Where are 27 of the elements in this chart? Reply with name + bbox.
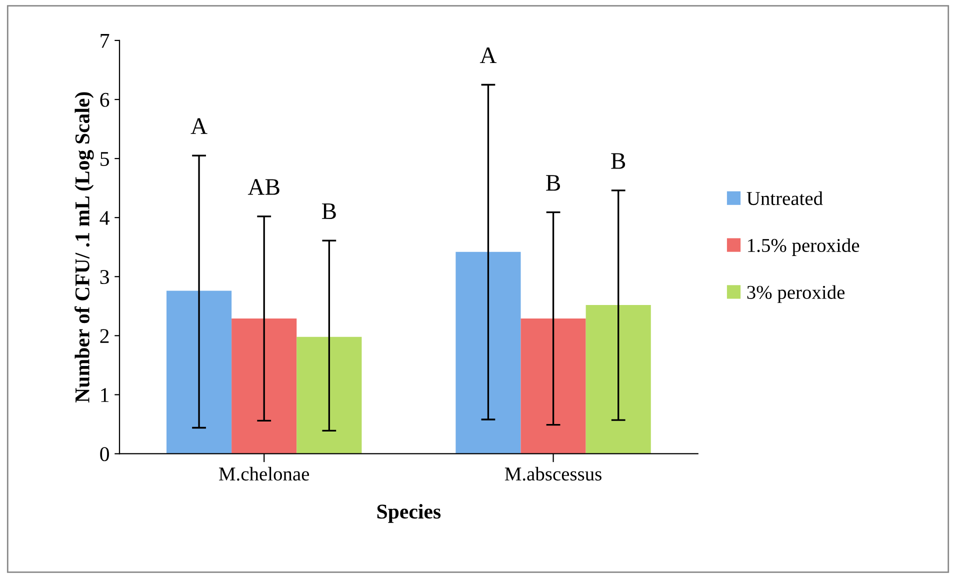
annotation: B <box>611 153 626 169</box>
y-tick-label: 0 <box>100 447 109 462</box>
annotation: B <box>322 203 336 219</box>
y-tick-label: 2 <box>100 329 109 343</box>
bar <box>520 318 586 454</box>
bar <box>296 336 362 454</box>
legend-label: Untreated <box>746 191 823 206</box>
y-tick-label: 5 <box>100 152 109 166</box>
annotation: B <box>546 175 560 191</box>
y-tick-label: 1 <box>101 388 109 402</box>
y-tick-label: 4 <box>100 211 110 225</box>
y-axis-title: Number of CFU/ .1 mL (Log Scale) <box>74 92 94 402</box>
y-tick-label: 6 <box>100 92 110 107</box>
y-tick-label: 3 <box>100 270 109 284</box>
bar <box>232 318 297 454</box>
y-tick-label: 7 <box>100 34 110 48</box>
bar <box>586 304 651 454</box>
annotation: AB <box>248 179 280 195</box>
annotation: A <box>190 118 208 134</box>
legend-label: 3% peroxide <box>747 285 845 303</box>
x-axis-title: Species <box>377 504 441 523</box>
bar <box>456 252 521 454</box>
x-tick-label: M.abscessus <box>504 466 602 481</box>
x-tick-label: M.chelonae <box>219 466 310 481</box>
annotation: A <box>480 47 497 64</box>
bar <box>166 290 232 454</box>
legend-label: 1.5% peroxide <box>748 238 860 256</box>
